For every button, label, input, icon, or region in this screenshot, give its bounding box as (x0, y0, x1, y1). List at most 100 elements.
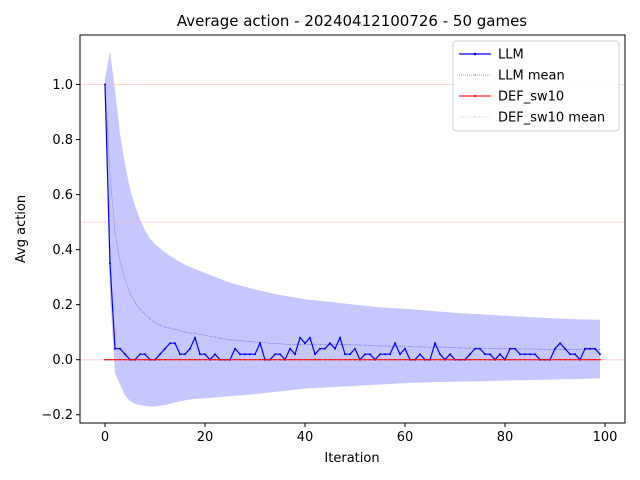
data-point-2-50 (354, 358, 356, 361)
data-point-0-58 (394, 342, 396, 345)
data-point-2-8 (144, 358, 146, 361)
data-point-2-21 (209, 358, 211, 361)
data-point-1-53 (369, 344, 371, 346)
data-point-1-36 (284, 343, 286, 345)
data-point-2-62 (414, 358, 416, 361)
data-point-1-83 (519, 348, 521, 350)
data-point-2-3 (119, 358, 121, 361)
data-point-2-89 (549, 358, 551, 361)
data-point-2-51 (359, 358, 361, 361)
data-point-0-18 (194, 336, 196, 339)
data-point-0-29 (249, 353, 251, 356)
data-point-2-39 (299, 358, 301, 361)
data-point-0-11 (159, 353, 161, 356)
data-point-0-42 (314, 353, 316, 356)
series-line-1 (104, 84, 600, 350)
data-point-2-36 (284, 358, 286, 361)
data-point-1-19 (199, 333, 201, 335)
data-point-2-0 (104, 358, 106, 361)
data-point-0-27 (239, 353, 241, 356)
data-point-0-19 (199, 353, 201, 356)
data-point-2-82 (514, 358, 516, 361)
data-point-2-12 (164, 358, 166, 361)
data-point-2-47 (339, 358, 341, 361)
data-point-1-95 (579, 349, 581, 350)
data-point-0-0 (104, 83, 106, 86)
data-point-2-98 (594, 358, 596, 361)
data-point-1-47 (339, 343, 341, 345)
data-point-1-18 (194, 332, 196, 334)
data-point-2-34 (274, 358, 276, 361)
data-point-1-12 (164, 326, 166, 328)
data-point-2-2 (114, 358, 116, 361)
data-point-1-46 (334, 344, 336, 346)
data-point-1-69 (449, 347, 451, 349)
data-point-2-9 (149, 358, 151, 361)
data-point-0-14 (174, 342, 176, 345)
data-point-0-91 (559, 342, 561, 345)
data-point-2-57 (389, 358, 391, 361)
x-axis-label: Iteration (324, 451, 379, 466)
x-tick-label-0: 0 (101, 430, 109, 445)
data-point-2-80 (504, 358, 506, 361)
data-point-1-17 (189, 332, 191, 334)
data-point-2-17 (189, 358, 191, 361)
data-point-1-44 (324, 344, 326, 346)
data-point-1-20 (204, 334, 206, 336)
data-point-2-76 (484, 358, 486, 361)
data-point-2-31 (259, 358, 261, 361)
legend-label-1: LLM mean (498, 69, 565, 84)
data-point-1-88 (544, 348, 546, 350)
data-point-0-4 (124, 353, 126, 356)
data-point-2-65 (429, 358, 431, 361)
data-point-2-48 (344, 358, 346, 361)
llm-confidence-band (105, 51, 600, 407)
data-point-2-7 (139, 358, 141, 361)
data-point-0-69 (449, 353, 451, 356)
data-point-0-99 (599, 353, 601, 356)
legend-label-0: LLM (498, 48, 524, 63)
data-point-1-87 (539, 348, 541, 350)
data-point-0-97 (589, 347, 591, 350)
legend-marker-2 (473, 94, 477, 98)
data-point-1-48 (344, 344, 346, 346)
data-point-1-13 (169, 327, 171, 329)
data-point-2-61 (409, 358, 411, 361)
data-point-2-30 (254, 358, 256, 361)
data-point-0-22 (214, 353, 216, 356)
data-point-1-28 (244, 340, 246, 342)
data-point-2-10 (154, 358, 156, 361)
data-point-2-94 (574, 358, 576, 361)
data-point-2-77 (489, 358, 491, 361)
data-point-1-54 (374, 345, 376, 347)
data-point-2-72 (464, 358, 466, 361)
x-tick-label-5: 100 (593, 430, 618, 445)
y-tick-label-3: 0.4 (52, 243, 73, 258)
data-point-1-71 (459, 347, 461, 349)
data-point-0-82 (514, 347, 516, 350)
data-point-1-52 (364, 344, 366, 346)
data-point-2-33 (269, 358, 271, 361)
data-point-0-98 (594, 347, 596, 350)
data-point-1-15 (179, 330, 181, 332)
data-point-1-79 (499, 348, 501, 350)
data-point-2-79 (499, 358, 501, 361)
data-point-2-1 (109, 358, 111, 361)
data-point-1-56 (384, 345, 386, 347)
data-point-0-66 (434, 342, 436, 345)
y-tick-label-5: 0.8 (52, 133, 73, 148)
data-point-1-30 (254, 341, 256, 343)
data-point-2-32 (264, 358, 266, 361)
data-point-1-37 (289, 343, 291, 345)
data-point-2-90 (554, 358, 556, 361)
data-point-2-66 (434, 358, 436, 361)
series-line-0 (104, 84, 601, 361)
legend-marker-1 (474, 74, 476, 76)
data-point-2-73 (469, 358, 471, 361)
data-point-2-84 (524, 358, 526, 361)
data-point-0-74 (474, 347, 476, 350)
data-point-0-81 (509, 347, 511, 350)
data-point-0-35 (279, 353, 281, 356)
data-point-0-59 (399, 353, 401, 356)
y-axis-label: Avg action (14, 195, 29, 263)
